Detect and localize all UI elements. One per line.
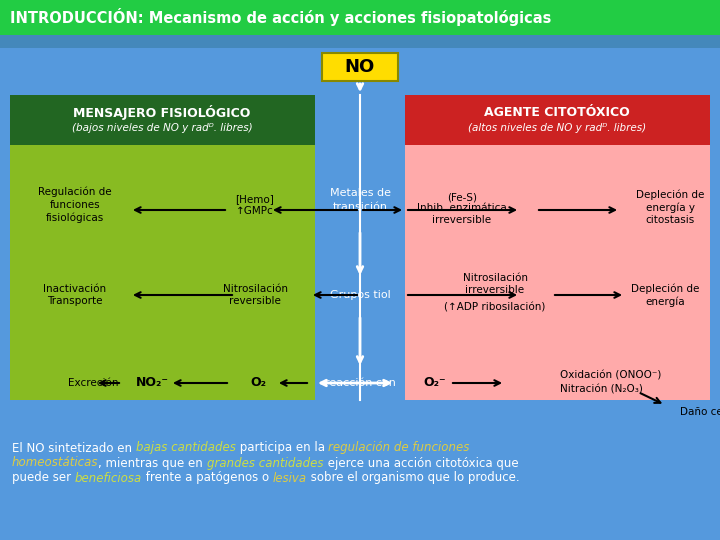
Bar (322, 53, 398, 81)
Text: grandes cantidades: grandes cantidades (207, 456, 323, 469)
Text: Depleción de
energía y
citostasis: Depleción de energía y citostasis (636, 189, 704, 225)
Text: AGENTE CITOTÓXICO: AGENTE CITOTÓXICO (484, 105, 630, 118)
Text: puede ser: puede ser (12, 471, 75, 484)
Bar (10, 95, 315, 145)
Text: sobre el organismo que lo produce.: sobre el organismo que lo produce. (307, 471, 520, 484)
Bar (10, 145, 315, 400)
Text: NO₂⁻: NO₂⁻ (135, 376, 168, 389)
Text: beneficiosa: beneficiosa (75, 471, 142, 484)
Text: Depleción de
energía: Depleción de energía (631, 283, 699, 307)
Text: Nitrosilación
reversible: Nitrosilación reversible (222, 284, 287, 306)
Text: regulación de funciones: regulación de funciones (328, 442, 469, 455)
Text: homeostáticas: homeostáticas (12, 456, 99, 469)
Text: (Fe-S): (Fe-S) (447, 193, 477, 203)
Text: reacción con: reacción con (325, 378, 395, 388)
Text: , mientras que en: , mientras que en (99, 456, 207, 469)
Text: bajas cantidades: bajas cantidades (136, 442, 235, 455)
Text: lesiva: lesiva (273, 471, 307, 484)
Text: (altos niveles de NO y radᴰ. libres): (altos niveles de NO y radᴰ. libres) (468, 123, 646, 133)
Text: transición: transición (333, 202, 387, 212)
Text: (bajos niveles de NO y radᴰ. libres): (bajos niveles de NO y radᴰ. libres) (72, 123, 252, 133)
Bar (0, 0, 720, 35)
Text: ejerce una acción citotóxica que: ejerce una acción citotóxica que (323, 456, 518, 469)
Text: MENSAJERO FISIOLÓGICO: MENSAJERO FISIOLÓGICO (73, 105, 251, 119)
Bar (405, 145, 710, 400)
Text: [Hemo]
↑GMPc: [Hemo] ↑GMPc (235, 194, 274, 217)
Text: NO: NO (345, 58, 375, 76)
Text: O₂⁻: O₂⁻ (423, 376, 446, 389)
Text: Excreción: Excreción (68, 378, 119, 388)
Text: participa en la: participa en la (235, 442, 328, 455)
Text: Regulación de
funciones
fisiológicas: Regulación de funciones fisiológicas (38, 187, 112, 224)
Text: Nitración (N₂O₃): Nitración (N₂O₃) (560, 385, 643, 395)
Text: Oxidación (ONOO⁻): Oxidación (ONOO⁻) (560, 370, 662, 380)
Text: O₂: O₂ (250, 376, 266, 389)
Bar (0, 35, 720, 48)
Text: Inhib. enzimática
irreversible: Inhib. enzimática irreversible (417, 203, 507, 225)
Text: El NO sintetizado en: El NO sintetizado en (12, 442, 136, 455)
Text: frente a patógenos o: frente a patógenos o (142, 471, 273, 484)
Text: Inactivación
Transporte: Inactivación Transporte (43, 284, 107, 306)
Text: Metales de: Metales de (330, 188, 390, 198)
Text: Grupos tiol: Grupos tiol (330, 290, 390, 300)
Bar (405, 95, 710, 145)
Text: INTRODUCCIÓN: Mecanismo de acción y acciones fisiopatológicas: INTRODUCCIÓN: Mecanismo de acción y acci… (10, 8, 552, 26)
Text: Nitrosilación
irreversible: Nitrosilación irreversible (462, 273, 528, 295)
Text: (↑ADP ribosilación): (↑ADP ribosilación) (444, 303, 546, 313)
Text: Daño celular: Daño celular (680, 407, 720, 417)
